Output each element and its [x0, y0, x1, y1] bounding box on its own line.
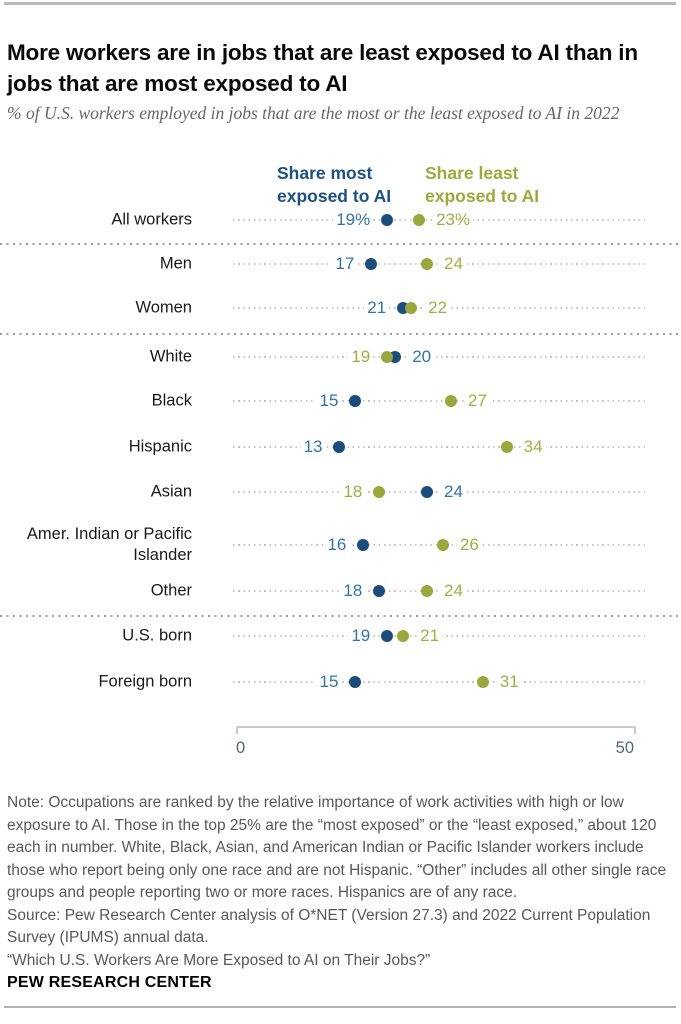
dot-most-exposed [333, 441, 346, 453]
row-dotted-line [233, 681, 645, 683]
row-plot-area: 19 21 [233, 614, 645, 658]
dot-least-exposed [421, 585, 434, 597]
category-label: Women [135, 298, 192, 317]
note-text: Note: Occupations are ranked by the rela… [7, 794, 667, 901]
row-plot-area: 19 20 [233, 335, 645, 379]
row-plot-area: 18 24 [233, 470, 645, 514]
chart-subtitle: % of U.S. workers employed in jobs that … [7, 103, 620, 123]
row-dotted-line [233, 491, 645, 493]
row-plot-area: 15 27 [233, 379, 645, 423]
category-label: Black [151, 391, 192, 410]
row-dotted-line [233, 446, 645, 448]
dot-most-exposed [373, 585, 386, 597]
group-separator-line [0, 333, 681, 335]
chart-footer: Note: Occupations are ranked by the rela… [7, 792, 675, 995]
x-axis [236, 726, 636, 734]
x-axis-tick-50: 50 [615, 739, 634, 757]
dot-least-exposed [436, 539, 449, 551]
dot-most-exposed [381, 214, 394, 226]
row-dotted-line [233, 400, 645, 402]
row-plot-area: 19% 23% [233, 198, 645, 242]
dot-most-exposed [349, 395, 362, 407]
category-label: Amer. Indian or Pacific Islander [26, 525, 192, 564]
category-label: U.S. born [122, 626, 192, 645]
value-label-least: 24 [441, 254, 466, 274]
value-label-least: 21 [417, 626, 443, 646]
value-label-least: 19 [348, 347, 374, 367]
value-label-most: 19 [348, 626, 374, 646]
value-label-least: 26 [456, 535, 482, 555]
dot-least-exposed [373, 486, 386, 498]
value-label-least: 22 [425, 298, 451, 318]
row-plot-area: 13 34 [233, 425, 645, 469]
value-label-most: 13 [300, 437, 326, 457]
row-plot-area: 21 22 [233, 286, 645, 330]
dot-least-exposed [413, 214, 426, 226]
value-label-least: 23% [433, 210, 474, 230]
dot-least-exposed [381, 351, 394, 363]
dot-least-exposed [476, 676, 489, 688]
value-label-most: 15 [316, 672, 342, 692]
value-label-least: 31 [496, 672, 522, 692]
dot-least-exposed [444, 395, 457, 407]
category-label: Men [159, 254, 192, 273]
dot-least-exposed [397, 630, 410, 642]
value-label-most: 21 [364, 298, 390, 318]
x-axis-tick-labels: 0 50 [236, 739, 634, 758]
legend-least-exposed-label: Share least exposed to AI [425, 163, 540, 206]
dot-most-exposed [365, 258, 378, 270]
row-dotted-line [233, 356, 645, 358]
source-text: Source: Pew Research Center analysis of … [7, 906, 651, 947]
dot-most-exposed [421, 486, 434, 498]
category-label: Hispanic [128, 437, 192, 456]
dot-least-exposed [405, 302, 418, 314]
row-dotted-line [233, 263, 645, 265]
category-label: All workers [111, 210, 192, 229]
value-label-least: 18 [340, 482, 366, 502]
category-label: Other [150, 581, 192, 600]
value-label-most: 24 [441, 482, 466, 502]
x-axis-tick-0: 0 [236, 739, 246, 757]
group-separator-line [0, 615, 681, 617]
category-label: Foreign born [98, 672, 192, 691]
category-label: White [149, 347, 192, 366]
dot-least-exposed [421, 258, 434, 270]
value-label-most: 20 [409, 347, 435, 367]
value-label-most: 19% [333, 210, 374, 230]
dot-most-exposed [357, 539, 370, 551]
row-plot-area: 16 26 [233, 523, 645, 567]
dot-least-exposed [500, 441, 513, 453]
value-label-least: 27 [464, 391, 490, 411]
legend-most-exposed-label: Share most exposed to AI [277, 163, 392, 206]
dot-most-exposed [381, 630, 394, 642]
pew-research-center-brand: PEW RESEARCH CENTER [7, 974, 212, 991]
group-separator-line [0, 243, 681, 245]
row-plot-area: 15 31 [233, 660, 645, 704]
value-label-least: 24 [441, 581, 466, 601]
value-label-most: 18 [340, 581, 366, 601]
report-title-text: “Which U.S. Workers Are More Exposed to … [7, 951, 431, 969]
bottom-rule [4, 1006, 676, 1008]
value-label-most: 17 [332, 254, 358, 274]
value-label-most: 16 [324, 535, 350, 555]
dot-most-exposed [349, 676, 362, 688]
value-label-least: 34 [520, 437, 546, 457]
page-title: More workers are in jobs that are least … [7, 40, 638, 97]
value-label-most: 15 [316, 391, 342, 411]
row-dotted-line [233, 590, 645, 592]
row-plot-area: 17 24 [233, 242, 645, 286]
category-label: Asian [150, 482, 192, 501]
top-rule [4, 2, 676, 5]
row-plot-area: 18 24 [233, 569, 645, 613]
